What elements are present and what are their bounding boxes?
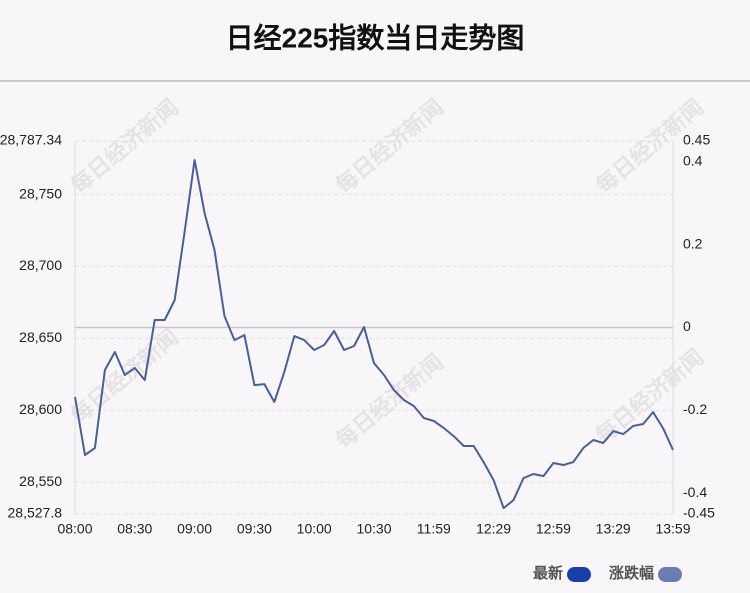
x-tick-label: 09:00 — [177, 521, 212, 537]
y-tick-label: 28,750 — [19, 185, 62, 201]
y-tick-label: 28,550 — [19, 473, 62, 489]
legend-label: 最新 — [533, 564, 563, 582]
y-tick-label: 28,700 — [19, 257, 62, 273]
y2-tick-label: 0.45 — [683, 132, 710, 148]
x-tick-label: 10:00 — [297, 521, 332, 537]
y2-tick-label: 0.2 — [683, 235, 703, 251]
y2-tick-label: -0.4 — [683, 484, 707, 500]
x-tick-label: 08:00 — [57, 521, 92, 537]
x-tick-label: 13:29 — [596, 521, 631, 537]
x-tick-label: 08:30 — [117, 521, 152, 537]
y2-tick-label: -0.45 — [683, 505, 715, 521]
x-tick-label: 11:59 — [417, 521, 451, 537]
y-tick-label: 28,787.34 — [0, 132, 62, 148]
x-tick-label: 12:59 — [536, 521, 571, 537]
chart-title: 日经225指数当日走势图 — [226, 21, 525, 53]
x-tick-label: 09:30 — [237, 521, 272, 537]
x-tick-label: 13:59 — [655, 521, 690, 537]
price-line — [74, 159, 674, 510]
y2-tick-label: 0 — [683, 318, 691, 334]
legend-swatch — [658, 567, 683, 582]
x-tick-label: 12:29 — [476, 521, 511, 537]
y2-tick-label: 0.4 — [683, 152, 703, 168]
x-tick-label: 10:30 — [356, 521, 391, 537]
y-tick-label: 28,600 — [19, 401, 62, 417]
y2-tick-label: -0.2 — [683, 401, 707, 417]
y-tick-label: 28,650 — [19, 329, 62, 345]
y-tick-label: 28,527.8 — [8, 505, 63, 521]
legend-swatch — [567, 567, 592, 582]
legend-label: 涨跌幅 — [609, 564, 654, 582]
